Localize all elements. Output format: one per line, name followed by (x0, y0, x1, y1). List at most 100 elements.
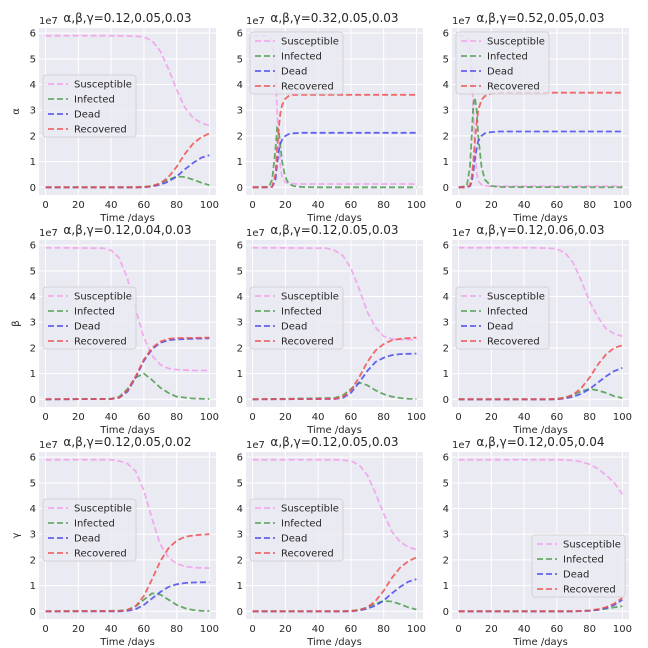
chart-3-legend-label: Infected (487, 52, 528, 63)
chart-8-ytick-label: 5 (237, 478, 243, 489)
chart-4-offset-text: 1e7 (39, 228, 58, 239)
chart-1-xlabel: Time /days (99, 213, 155, 224)
chart-9-xtick-label: 0 (455, 624, 461, 635)
chart-3-line-infected (458, 97, 623, 189)
chart-1-xtick-label: 60 (138, 200, 151, 211)
chart-5-legend-label: Infected (281, 307, 322, 318)
chart-7-ytick-label: 5 (30, 478, 36, 489)
chart-8-ytick-label: 2 (237, 555, 243, 566)
chart-7-xtick-label: 20 (72, 624, 85, 635)
chart-9-ytick-label: 3 (443, 530, 449, 541)
chart-2-xlabel: Time /days (306, 213, 362, 224)
chart-3-xtick-label: 20 (485, 200, 498, 211)
chart-3-xlabel: Time /days (512, 213, 568, 224)
chart-6-legend-box (455, 286, 550, 350)
chart-7-title: α,β,γ=0.12,0.05,0.02 (63, 435, 191, 449)
chart-9-legend: Susceptible Infected Dead Recovered (531, 534, 626, 598)
chart-2-xtick-label: 100 (407, 200, 426, 211)
chart-2-xtick-label: 80 (377, 200, 390, 211)
chart-7-xtick-label: 100 (200, 624, 219, 635)
chart-9-ytick-label: 6 (443, 453, 449, 464)
chart-3-ytick-label: 1 (443, 157, 449, 168)
chart-1-xtick-label: 20 (72, 200, 85, 211)
chart-6-xtick-label: 80 (583, 412, 596, 423)
chart-7-legend-label: Susceptible (74, 504, 132, 515)
chart-9-offset-text: 1e7 (452, 440, 471, 451)
chart-4-xtick-label: 40 (105, 412, 118, 423)
chart-5-offset-text: 1e7 (246, 228, 265, 239)
chart-5-line-infected (252, 381, 417, 401)
chart-3-title: α,β,γ=0.52,0.05,0.03 (476, 11, 604, 25)
chart-4-legend-label: Dead (74, 322, 100, 333)
chart-5-ytick-label: 4 (237, 292, 243, 303)
chart-4-title: α,β,γ=0.12,0.04,0.03 (63, 223, 191, 237)
chart-9-line-recovered (458, 597, 623, 613)
chart-2-ytick-label: 0 (237, 183, 243, 194)
chart-3-xtick-label: 100 (613, 200, 632, 211)
chart-2-legend-label: Infected (281, 52, 322, 63)
chart-2-legend-box (249, 31, 344, 95)
chart-9-line-susceptible (458, 458, 624, 495)
chart-1-legend: Susceptible Infected Dead Recovered (42, 74, 137, 138)
chart-6-ytick-label: 3 (443, 318, 449, 329)
chart-7-ylabel: γ (11, 532, 22, 538)
chart-8-line-susceptible (252, 458, 417, 551)
chart-6-xtick-label: 0 (455, 412, 461, 423)
chart-4-ytick-label: 3 (30, 318, 36, 329)
chart-1-legend-label: Infected (74, 95, 115, 106)
chart-7-xtick-label: 0 (42, 624, 48, 635)
chart-6-xlabel: Time /days (512, 425, 568, 436)
chart-7-ytick-label: 6 (30, 453, 36, 464)
chart-5-xtick-label: 0 (249, 412, 255, 423)
chart-3-xtick-label: 60 (551, 200, 564, 211)
chart-1-ylabel: α (11, 108, 22, 115)
chart-5-legend-label: Recovered (281, 337, 334, 348)
chart-4-ytick-label: 1 (30, 369, 36, 380)
chart-5-ytick-label: 1 (237, 369, 243, 380)
chart-7-legend-label: Recovered (74, 549, 127, 560)
chart-5-legend-label: Dead (281, 322, 307, 333)
chart-9-xtick-label: 80 (583, 624, 596, 635)
chart-9-ytick-label: 5 (443, 478, 449, 489)
chart-1-xtick-label: 80 (170, 200, 183, 211)
chart-8-legend: Susceptible Infected Dead Recovered (249, 498, 344, 562)
chart-1-ytick-label: 4 (30, 80, 36, 91)
chart-7-ytick-label: 3 (30, 530, 36, 541)
chart-1-legend-label: Susceptible (74, 80, 132, 91)
chart-8-legend-label: Recovered (281, 549, 334, 560)
chart-6-line-susceptible (458, 246, 623, 338)
chart-5-xtick-label: 100 (407, 412, 426, 423)
chart-5-xlabel: Time /days (306, 425, 362, 436)
chart-2-ytick-label: 1 (237, 157, 243, 168)
chart-8-legend-label: Infected (281, 519, 322, 530)
chart-2-line-infected (252, 125, 417, 189)
chart-9-ytick-label: 4 (443, 504, 449, 515)
chart-4-line-susceptible (45, 246, 210, 372)
chart-4-legend-label: Susceptible (74, 292, 132, 303)
chart-2-xtick-label: 0 (249, 200, 255, 211)
chart-6-legend-label: Susceptible (487, 292, 545, 303)
chart-8-ytick-label: 0 (237, 607, 243, 618)
chart-2-legend-label: Susceptible (281, 37, 339, 48)
chart-5-xtick-label: 60 (345, 412, 358, 423)
chart-2-ytick-label: 6 (237, 29, 243, 40)
chart-7-xtick-label: 80 (170, 624, 183, 635)
chart-7-legend-box (42, 498, 137, 562)
chart-5-ytick-label: 5 (237, 266, 243, 277)
chart-4-ytick-label: 5 (30, 266, 36, 277)
chart-6-title: α,β,γ=0.12,0.06,0.03 (476, 223, 604, 237)
chart-5-xtick-label: 40 (312, 412, 325, 423)
chart-5-ytick-label: 6 (237, 241, 243, 252)
chart-1-title: α,β,γ=0.12,0.05,0.03 (63, 11, 191, 25)
chart-5-ytick-label: 3 (237, 318, 243, 329)
chart-7-line-recovered (45, 533, 210, 613)
chart-7-line-susceptible (45, 458, 210, 569)
chart-4-ylabel: β (11, 320, 22, 326)
chart-2-ytick-label: 3 (237, 106, 243, 117)
chart-6-offset-text: 1e7 (452, 228, 471, 239)
chart-6-legend-label: Infected (487, 307, 528, 318)
chart-6-legend: Susceptible Infected Dead Recovered (455, 286, 550, 350)
